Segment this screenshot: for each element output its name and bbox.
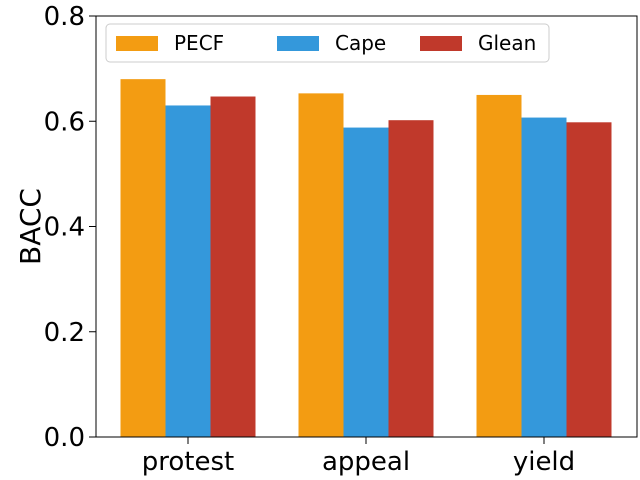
y-tick-label: 0.8 bbox=[44, 2, 85, 32]
y-axis-label: BACC bbox=[14, 188, 47, 265]
y-tick-label: 0.6 bbox=[44, 107, 85, 137]
bar-cape-protest bbox=[165, 105, 211, 438]
legend-swatch-cape bbox=[277, 36, 319, 51]
x-tick-label-yield: yield bbox=[513, 447, 575, 477]
bar-cape-yield bbox=[521, 117, 567, 437]
y-tick-label: 0.4 bbox=[44, 213, 85, 243]
y-tick-label: 0.0 bbox=[44, 423, 85, 453]
legend-swatch-glean bbox=[420, 36, 462, 51]
bar-pecf-appeal bbox=[298, 93, 344, 437]
bars-layer bbox=[120, 79, 612, 438]
bar-cape-appeal bbox=[343, 127, 389, 437]
bar-glean-protest bbox=[210, 96, 256, 438]
legend-label-pecf: PECF bbox=[174, 31, 224, 55]
y-axis: 0.0 0.2 0.4 0.6 0.8 bbox=[44, 2, 96, 453]
legend: PECF Cape Glean bbox=[105, 23, 550, 63]
legend-label-cape: Cape bbox=[335, 31, 386, 55]
bar-glean-yield bbox=[566, 122, 612, 438]
x-axis: protest appeal yield bbox=[142, 437, 575, 477]
x-tick-label-appeal: appeal bbox=[322, 447, 410, 477]
legend-box bbox=[105, 23, 550, 63]
bar-pecf-protest bbox=[120, 79, 166, 438]
bar-glean-appeal bbox=[388, 120, 434, 437]
y-tick-label: 0.2 bbox=[44, 318, 85, 348]
bar-pecf-yield bbox=[476, 94, 522, 437]
x-tick-label-protest: protest bbox=[142, 447, 234, 477]
legend-swatch-pecf bbox=[116, 36, 158, 51]
legend-label-glean: Glean bbox=[478, 31, 536, 55]
